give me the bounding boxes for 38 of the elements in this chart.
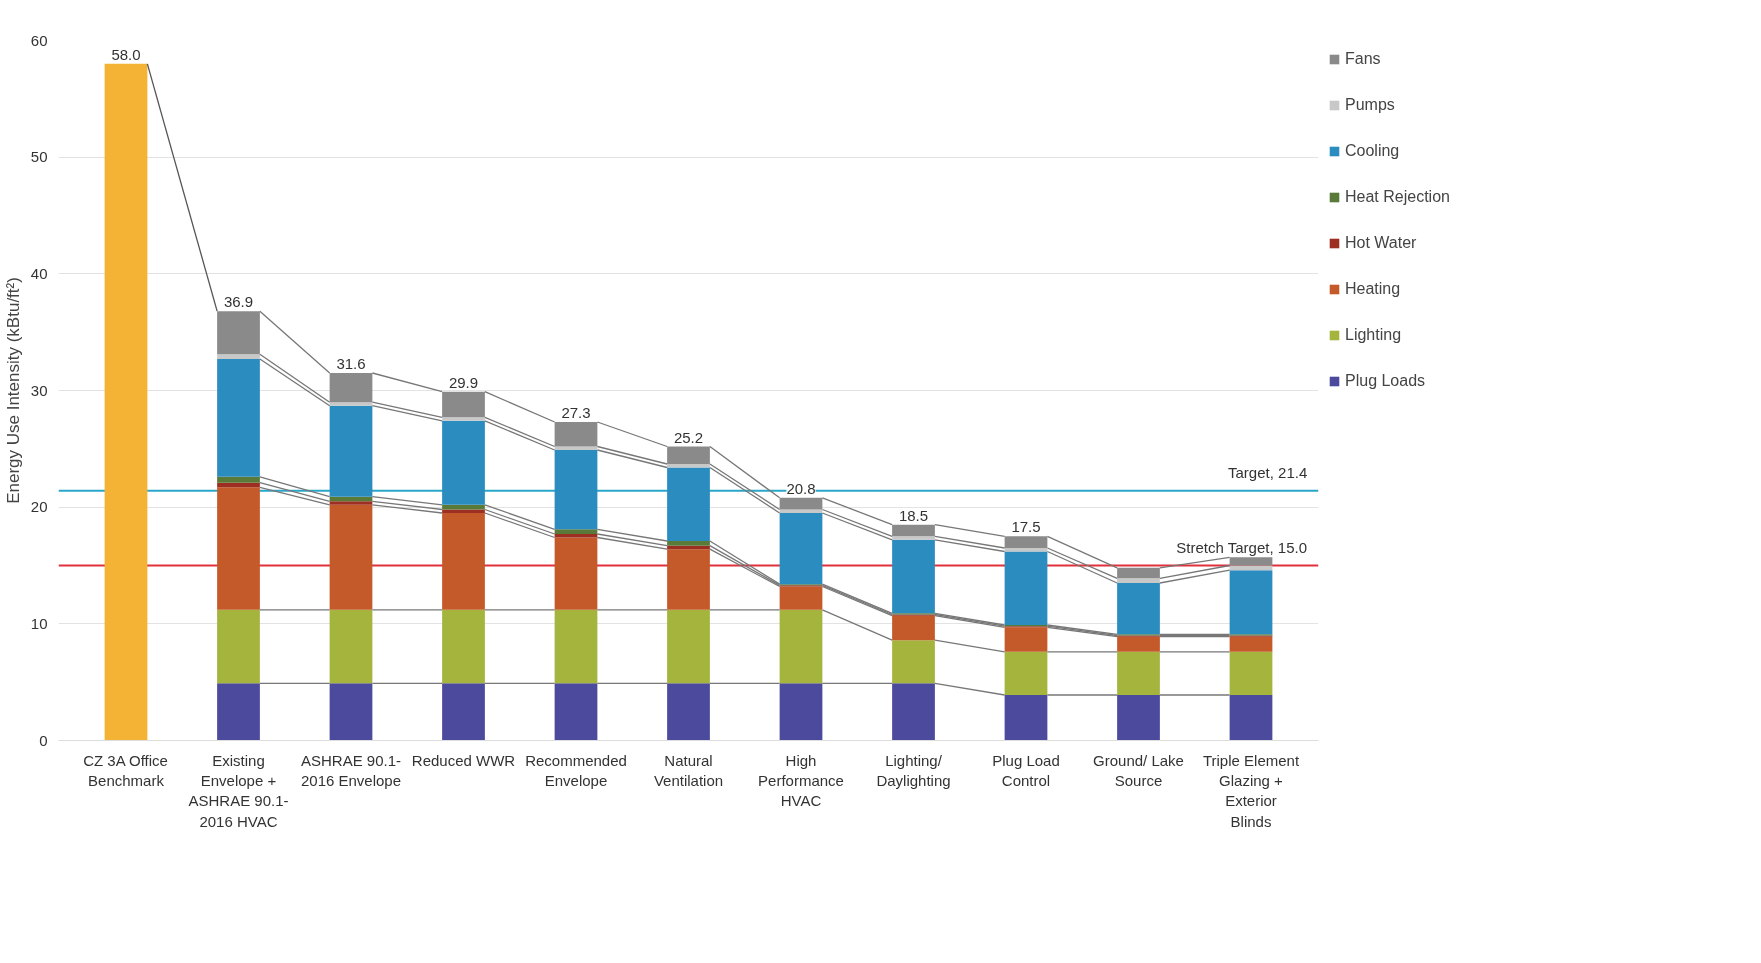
legend-label: Heating [1345, 280, 1401, 298]
total-label: 27.3 [561, 404, 591, 421]
x-tick-label: Reduced WWR [411, 751, 516, 769]
x-tick-label: Natural Ventilation [653, 751, 724, 789]
legend-label: Fans [1345, 50, 1381, 68]
total-label: 20.8 [786, 479, 816, 497]
x-tick-label: Triple Element Glazing + Exterior Blinds [1202, 751, 1300, 830]
y-tick-label: 0 [39, 731, 48, 749]
total-label: 25.2 [673, 428, 704, 446]
legend-label: Lighting [1345, 326, 1402, 344]
y-tick-label: 50 [30, 148, 48, 166]
total-label: 36.9 [223, 293, 254, 311]
total-label: 29.9 [448, 373, 479, 391]
total-label: 58.0 [111, 45, 141, 63]
total-label: 31.6 [336, 355, 366, 372]
legend-label: Heat Rejection [1345, 188, 1450, 206]
legend-label: Pumps [1345, 96, 1395, 114]
y-tick-label: 30 [30, 381, 48, 399]
x-tick-label: ASHRAE 90.1- 2016 Envelope [300, 751, 402, 789]
y-tick-label: 60 [30, 31, 48, 49]
legend-label: Hot Water [1345, 234, 1417, 252]
x-tick-label: High Performance HVAC [758, 751, 844, 810]
y-tick-label: 10 [30, 614, 48, 632]
total-label: 17.5 [1011, 518, 1041, 536]
x-tick-label: Recommended Envelope [525, 751, 627, 789]
x-tick-label: CZ 3A Office Benchmark [83, 751, 168, 789]
ref-line-label: Target, 21.4 [1228, 463, 1308, 481]
x-tick-label: Plug Load Control [992, 751, 1060, 789]
legend-label: Cooling [1345, 142, 1400, 160]
x-tick-label: Existing Envelope + ASHRAE 90.1- 2016 HVAC [188, 751, 289, 830]
x-tick-label: Ground/ Lake Source [1093, 751, 1184, 789]
ref-line-label: Stretch Target, 15.0 [1176, 538, 1307, 556]
legend-label: Plug Loads [1345, 372, 1426, 390]
y-axis-title: Energy Use Intensity (kBtu/ft²) [3, 277, 23, 504]
y-tick-label: 20 [30, 498, 48, 516]
x-tick-label: Lighting/ Daylighting [876, 751, 951, 789]
total-label: 18.5 [898, 506, 929, 524]
y-tick-label: 40 [30, 264, 48, 282]
